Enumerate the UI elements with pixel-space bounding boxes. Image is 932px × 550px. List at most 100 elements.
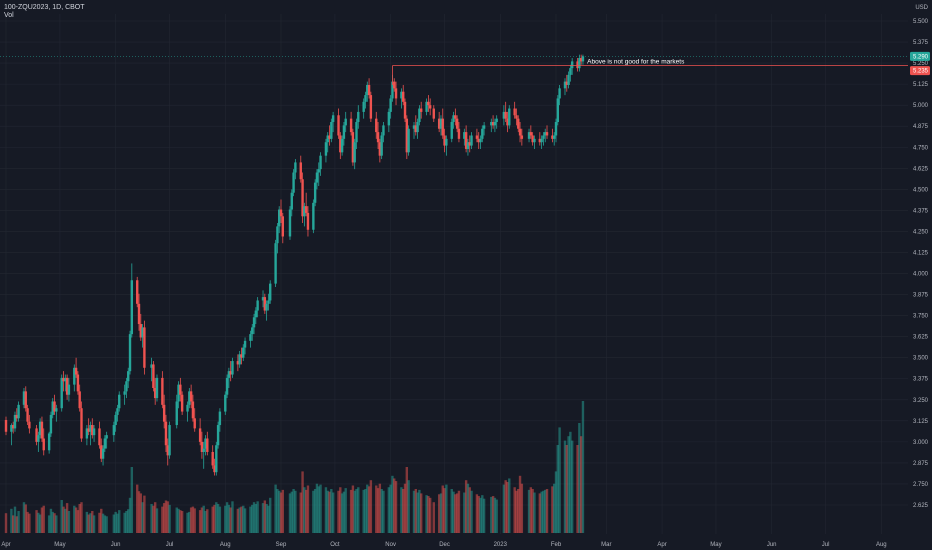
candle [17, 401, 20, 422]
candle-body [403, 101, 407, 119]
price-tick-label: 3.500 [913, 356, 929, 362]
candle [554, 118, 558, 143]
candle-body [218, 411, 222, 426]
volume-bar [405, 467, 409, 533]
candle-body [504, 111, 507, 119]
candle [432, 105, 435, 123]
candle-body [366, 84, 369, 96]
price-tick-label: 2.625 [913, 503, 929, 509]
candle [28, 414, 31, 434]
candle [439, 115, 443, 136]
volume-bar [554, 471, 558, 533]
candle-body [193, 418, 196, 429]
candle [567, 71, 570, 89]
time-axis[interactable]: Apr May Jun Jul Aug Sep Oct Nov Dec 2023 Feb Mar Apr… [1, 542, 886, 548]
candle [490, 118, 493, 133]
candle-body [225, 377, 229, 395]
volume-bar [42, 505, 45, 533]
volume-bar [254, 503, 258, 533]
candle [127, 367, 130, 388]
candle-body [375, 118, 378, 133]
level-price-tag [910, 66, 930, 76]
volume-bar [502, 484, 506, 533]
volume-bar [162, 503, 166, 533]
volume-bar [304, 489, 308, 533]
candle [118, 391, 121, 412]
candle-body [540, 138, 543, 143]
candle [301, 172, 304, 224]
candle [477, 132, 480, 149]
candle [62, 371, 65, 392]
candle [141, 324, 144, 348]
candle [452, 111, 455, 129]
candle-body [400, 91, 403, 99]
volume-bar [400, 487, 403, 533]
volume-bar [211, 506, 214, 533]
volume-bar [439, 493, 443, 533]
candle [367, 78, 371, 99]
candle [517, 115, 520, 133]
volume-bar [204, 511, 207, 533]
volume-bar [55, 515, 58, 533]
candle-body [191, 401, 195, 419]
volume-bar [490, 496, 493, 533]
volume-bar [463, 492, 466, 533]
volume-bar [303, 487, 306, 533]
volume-bar [281, 489, 284, 533]
candle-body [481, 128, 484, 139]
candle-body [155, 377, 159, 399]
volume-bar [40, 507, 44, 533]
candle [49, 411, 53, 437]
candle [252, 313, 256, 335]
candle-body [139, 324, 143, 338]
candle-body [227, 371, 231, 378]
candle-body [267, 300, 270, 304]
volume-bar [344, 488, 347, 533]
candle-body [242, 347, 245, 358]
candle-body [570, 61, 574, 69]
volume-bar [101, 513, 105, 533]
price-axis[interactable]: USD 5.500 5.375 5.250 5.125 5.000 4.875 4.750 4… [913, 5, 929, 509]
candle [254, 307, 258, 325]
volume-bar [366, 484, 369, 533]
candle-body [231, 361, 234, 375]
candle [515, 108, 518, 126]
time-tick-label: Oct [330, 542, 340, 548]
candle-body [38, 421, 42, 436]
volume-bar [556, 445, 559, 533]
volume-bar [103, 515, 107, 533]
candle [378, 138, 382, 163]
volume-bar [175, 507, 178, 533]
volume-bar [22, 502, 26, 533]
candle [513, 101, 516, 119]
volume-bar [227, 504, 231, 533]
candle [4, 416, 8, 436]
candle-body [340, 138, 344, 153]
candle-body [60, 377, 63, 409]
candle-body [579, 58, 583, 62]
candle-body [236, 361, 240, 365]
candle [506, 111, 509, 133]
candle [198, 418, 202, 446]
volume-bar [224, 505, 227, 533]
candle [112, 421, 116, 442]
candle [24, 386, 27, 412]
candle-body [342, 125, 346, 139]
candle [76, 371, 80, 395]
candle-body [11, 425, 15, 429]
candle [53, 394, 56, 415]
candle-body [281, 216, 284, 237]
volume-bar [425, 495, 428, 533]
candle [26, 404, 29, 426]
candle [387, 108, 391, 133]
candle [407, 125, 410, 156]
volume-bar [100, 508, 103, 533]
candle [455, 115, 459, 133]
volume-bar [261, 503, 265, 533]
candle [414, 115, 418, 136]
candle [292, 169, 295, 197]
candle [150, 357, 153, 382]
volume-bar [11, 515, 15, 533]
